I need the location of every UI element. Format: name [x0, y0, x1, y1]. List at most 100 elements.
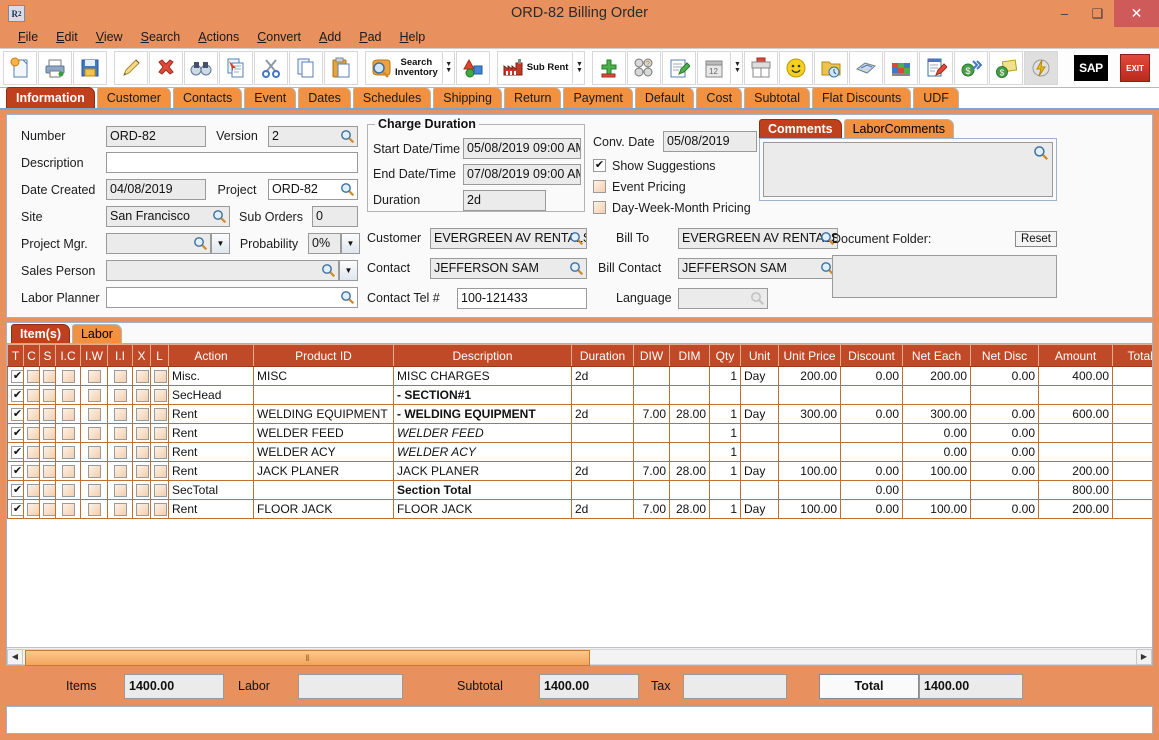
cell-diw[interactable] [633, 442, 670, 462]
cell-description[interactable]: WELDER ACY [393, 442, 572, 462]
row-checkbox-ii[interactable] [107, 461, 133, 481]
cell-total-cost[interactable]: 0. [1112, 480, 1152, 500]
cell-description[interactable]: MISC CHARGES [393, 366, 572, 386]
cell-discount[interactable] [840, 385, 903, 405]
table-row[interactable]: ✔ Rent FLOOR JACK FLOOR JACK 2d 7.00 28.00 1 Day… [7, 499, 1152, 519]
contact-tel-field[interactable]: 100-121433 [457, 287, 587, 309]
bill-contact-field[interactable]: JEFFERSON SAM [678, 257, 838, 279]
row-checkbox-s[interactable] [39, 499, 56, 519]
customer-field[interactable]: EVERGREEN AV RENTALS [430, 227, 587, 249]
row-checkbox-c[interactable] [23, 480, 40, 500]
column-header-c[interactable]: C [23, 344, 40, 367]
column-header-discount[interactable]: Discount [840, 344, 903, 367]
checkbox-iw-icon[interactable] [87, 446, 101, 460]
search-icon[interactable] [820, 231, 835, 248]
row-checkbox-iw[interactable] [80, 442, 108, 462]
column-header-description[interactable]: Description [393, 344, 572, 367]
table-row[interactable]: ✔ Rent WELDER FEED WELDER FEED 1 0.00 0.00 [7, 423, 1152, 443]
row-checkbox-t[interactable]: ✔ [7, 423, 24, 443]
cell-description[interactable]: WELDER FEED [393, 423, 572, 443]
checkbox-l-icon[interactable] [154, 503, 167, 517]
scroll-right-arrow[interactable]: ▶ [1136, 648, 1152, 665]
checkbox-l-icon[interactable] [154, 427, 167, 441]
row-checkbox-ic[interactable] [55, 385, 81, 405]
search-inventory-dropdown[interactable]: ▼ ▼ [443, 51, 455, 85]
cell-product-id[interactable]: JACK PLANER [253, 461, 394, 481]
row-checkbox-l[interactable] [150, 442, 169, 462]
cell-amount[interactable] [1038, 442, 1113, 462]
row-checkbox-s[interactable] [39, 461, 56, 481]
checkbox-s-icon[interactable] [43, 484, 55, 498]
cell-unit[interactable] [740, 480, 779, 500]
row-checkbox-ii[interactable] [107, 442, 133, 462]
menu-item-file[interactable]: File [18, 30, 39, 44]
print-icon[interactable] [38, 51, 72, 85]
row-checkbox-iw[interactable] [80, 366, 108, 386]
checkbox-l-icon[interactable] [154, 408, 167, 422]
column-header-product_id[interactable]: Product ID [253, 344, 394, 367]
minimize-button[interactable]: – [1060, 6, 1069, 21]
search-icon[interactable] [193, 236, 208, 253]
cell-diw[interactable] [633, 366, 670, 386]
cell-action[interactable]: SecHead [168, 385, 254, 405]
checkbox-s-icon[interactable] [43, 389, 55, 403]
comments-textarea[interactable] [763, 142, 1053, 197]
checkbox-t-icon[interactable]: ✔ [11, 465, 23, 479]
show-suggestions-checkbox[interactable]: ✔ [593, 159, 606, 172]
checkbox-s-icon[interactable] [43, 446, 55, 460]
cell-net-disc[interactable]: 0.00 [970, 461, 1039, 481]
cell-duration[interactable] [571, 423, 634, 443]
cell-product-id[interactable] [253, 385, 394, 405]
cell-qty[interactable]: 1 [709, 461, 741, 481]
checkbox-c-icon[interactable] [27, 446, 39, 460]
row-checkbox-t[interactable]: ✔ [7, 385, 24, 405]
row-checkbox-iw[interactable] [80, 423, 108, 443]
cell-unit-price[interactable]: 100.00 [778, 499, 841, 519]
cell-product-id[interactable]: FLOOR JACK [253, 499, 394, 519]
row-checkbox-t[interactable]: ✔ [7, 461, 24, 481]
checkbox-iw-icon[interactable] [87, 408, 101, 422]
scroll-left-arrow[interactable]: ◀ [7, 648, 23, 665]
row-checkbox-x[interactable] [132, 385, 151, 405]
items-table-container[interactable]: T C S I.C I.W I.I X L Action Product ID Descriptio… [7, 343, 1152, 647]
column-header-net_disc[interactable]: Net Disc [970, 344, 1039, 367]
checkbox-ic-icon[interactable] [61, 408, 75, 422]
cell-total-cost[interactable] [1112, 442, 1152, 462]
comments-tab-comments[interactable]: Comments [759, 119, 842, 138]
availability-icon[interactable] [455, 51, 490, 85]
row-checkbox-x[interactable] [132, 404, 151, 424]
cell-net-each[interactable]: 200.00 [902, 366, 971, 386]
row-checkbox-x[interactable] [132, 499, 151, 519]
checkbox-x-icon[interactable] [136, 389, 149, 403]
end-date-field[interactable]: 07/08/2019 09:00 AM [463, 163, 581, 185]
row-checkbox-s[interactable] [39, 423, 56, 443]
checkbox-ii-icon[interactable] [113, 389, 127, 403]
maximize-button[interactable]: ❑ [1091, 5, 1104, 21]
project-mgr-dropdown[interactable]: ▼ [211, 233, 230, 254]
cell-discount[interactable] [840, 442, 903, 462]
calendar-dropdown[interactable]: ▼ ▼ [732, 51, 744, 85]
cell-qty[interactable]: 1 [709, 499, 741, 519]
menu-item-view[interactable]: View [95, 30, 123, 44]
row-checkbox-l[interactable] [150, 480, 169, 500]
project-field[interactable]: ORD-82 [268, 179, 358, 200]
row-checkbox-c[interactable] [23, 366, 40, 386]
checkbox-ii-icon[interactable] [113, 503, 127, 517]
checkbox-x-icon[interactable] [136, 503, 149, 517]
cell-unit-price[interactable] [778, 423, 841, 443]
notes-icon[interactable] [662, 51, 697, 85]
row-checkbox-l[interactable] [150, 423, 169, 443]
row-checkbox-iw[interactable] [80, 480, 108, 500]
cell-description[interactable]: Section Total [393, 480, 572, 500]
checkbox-l-icon[interactable] [154, 370, 167, 384]
checkbox-t-icon[interactable]: ✔ [11, 408, 23, 422]
search-icon[interactable] [750, 291, 765, 308]
tab-payment[interactable]: Payment [563, 87, 633, 108]
cell-action[interactable]: Rent [168, 499, 254, 519]
cell-action[interactable]: SecTotal [168, 480, 254, 500]
search-icon[interactable] [340, 290, 355, 307]
checkbox-ii-icon[interactable] [113, 484, 127, 498]
cell-qty[interactable]: 1 [709, 423, 741, 443]
table-row[interactable]: ✔ SecHead - SECTION#1 [7, 385, 1152, 405]
cell-action[interactable]: Misc. [168, 366, 254, 386]
